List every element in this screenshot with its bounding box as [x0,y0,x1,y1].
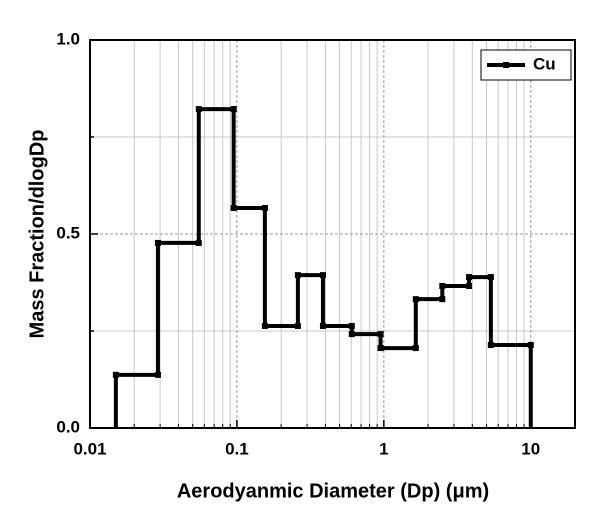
x-axis-title: Aerodyanmic Diameter (Dp) (μm) [177,480,489,502]
legend-label: Cu [533,54,556,73]
point-marker [230,205,237,212]
point-marker [412,296,419,303]
point-marker [487,341,494,348]
y-tick-label: 0.0 [56,417,80,436]
point-marker [377,345,384,352]
point-marker [154,239,161,246]
point-marker [466,274,473,281]
point-marker [294,272,301,279]
legend-marker [503,62,509,68]
point-marker [195,106,202,113]
point-marker [319,322,326,329]
point-marker [261,322,268,329]
point-marker [439,282,446,289]
y-tick-label: 1.0 [56,29,80,48]
y-axis-title: Mass Fraction/dlogDp [26,130,48,339]
x-tick-label: 0.01 [73,439,106,458]
y-tick-label: 0.5 [56,223,80,242]
point-marker [112,371,119,378]
x-tick-label: 0.1 [225,439,249,458]
plot-frame [89,39,576,429]
point-marker [348,331,355,338]
x-tick-label: 10 [521,439,540,458]
x-tick-label: 1 [379,439,388,458]
